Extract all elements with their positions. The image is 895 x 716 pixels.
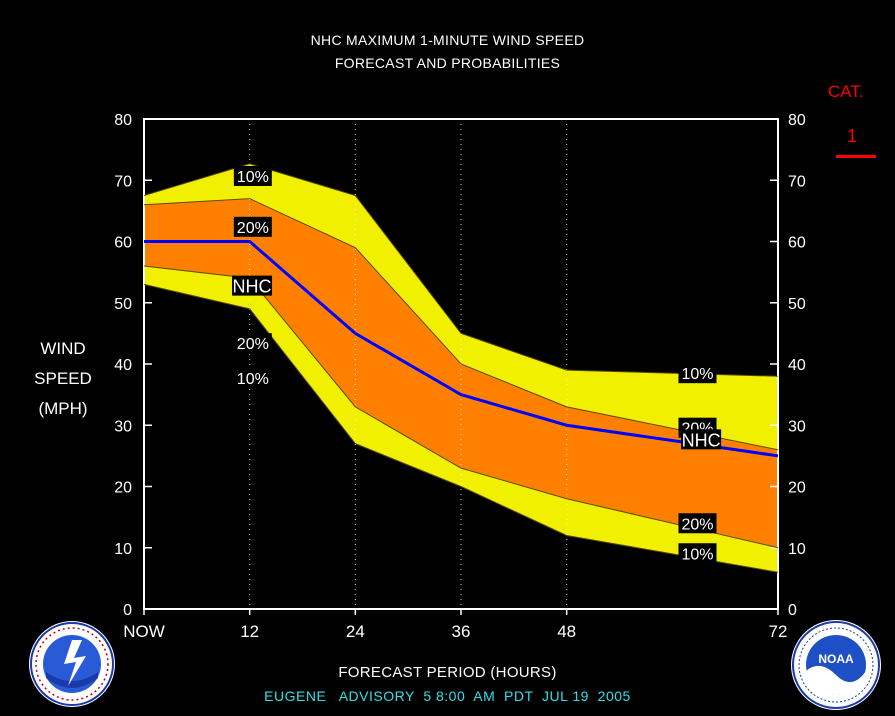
- y-axis-label-line2: SPEED: [34, 369, 92, 388]
- x-axis-title: FORECAST PERIOD (HOURS): [338, 664, 557, 681]
- noaa-nws-logo: [29, 621, 115, 707]
- label-box: [233, 216, 272, 237]
- y-tick-label-right: 0: [788, 602, 797, 619]
- label-box: [681, 429, 722, 450]
- svg-text:NOAA: NOAA: [818, 652, 854, 666]
- line-lower-10: [143, 283, 779, 573]
- x-tick-label: 24: [346, 622, 365, 641]
- y-tick-label-left: 70: [114, 173, 132, 190]
- label-nhc: NHC: [682, 430, 721, 450]
- label-percent: 10%: [681, 546, 713, 563]
- line-nhc-forecast: [144, 240, 779, 458]
- label-box: [233, 333, 272, 354]
- y-tick-label-left: 50: [114, 296, 132, 313]
- chart-title-line1: NHC MAXIMUM 1-MINUTE WIND SPEED: [310, 32, 585, 48]
- x-tick-label: 72: [769, 622, 788, 641]
- label-box: [233, 368, 272, 389]
- y-tick-label-right: 10: [788, 541, 806, 558]
- y-tick-label-right: 60: [788, 235, 806, 252]
- chart-title-line2: FORECAST AND PROBABILITIES: [334, 55, 561, 71]
- x-tick-label: 36: [452, 622, 471, 641]
- label-box: [232, 275, 273, 296]
- y-tick-label-right: 70: [788, 173, 806, 190]
- y-tick-label-left: 80: [114, 112, 132, 129]
- y-tick-label-left: 10: [114, 541, 132, 558]
- label-percent: 10%: [237, 169, 269, 186]
- label-box: [233, 165, 272, 186]
- label-percent: 20%: [237, 220, 269, 237]
- label-box: [678, 513, 717, 534]
- label-box: [678, 363, 717, 384]
- label-box: [678, 543, 717, 564]
- line-upper-20: [143, 198, 779, 451]
- label-percent: 20%: [237, 336, 269, 353]
- y-tick-label-right: 80: [788, 112, 806, 129]
- category-value: 1: [847, 126, 858, 146]
- y-axis-label-line1: WIND: [40, 339, 86, 358]
- label-percent: 10%: [681, 366, 713, 383]
- label-nhc: NHC: [233, 277, 272, 297]
- y-tick-label-left: 30: [114, 418, 132, 435]
- y-tick-label-left: 60: [114, 235, 132, 252]
- x-tick-label: NOW: [123, 622, 165, 641]
- y-axis-label-line3: (MPH): [38, 399, 88, 418]
- label-percent: 10%: [237, 371, 269, 388]
- y-tick-label-left: 20: [114, 480, 132, 497]
- x-tick-label: 12: [240, 622, 259, 641]
- category-label: CAT.: [828, 82, 864, 101]
- y-tick-label-left: 0: [123, 602, 132, 619]
- category-underline: [836, 155, 876, 158]
- line-upper-10: [143, 163, 779, 377]
- label-percent: 20%: [681, 516, 713, 533]
- y-tick-label-left: 40: [114, 357, 132, 374]
- y-tick-label-right: 40: [788, 357, 806, 374]
- advisory-info: EUGENE ADVISORY 5 8:00 AM PDT JUL 19 200…: [264, 688, 631, 704]
- x-tick-label: 48: [557, 622, 576, 641]
- y-tick-label-right: 20: [788, 480, 806, 497]
- y-tick-label-right: 30: [788, 418, 806, 435]
- noaa-logo: NOAA: [791, 620, 881, 710]
- y-tick-label-right: 50: [788, 296, 806, 313]
